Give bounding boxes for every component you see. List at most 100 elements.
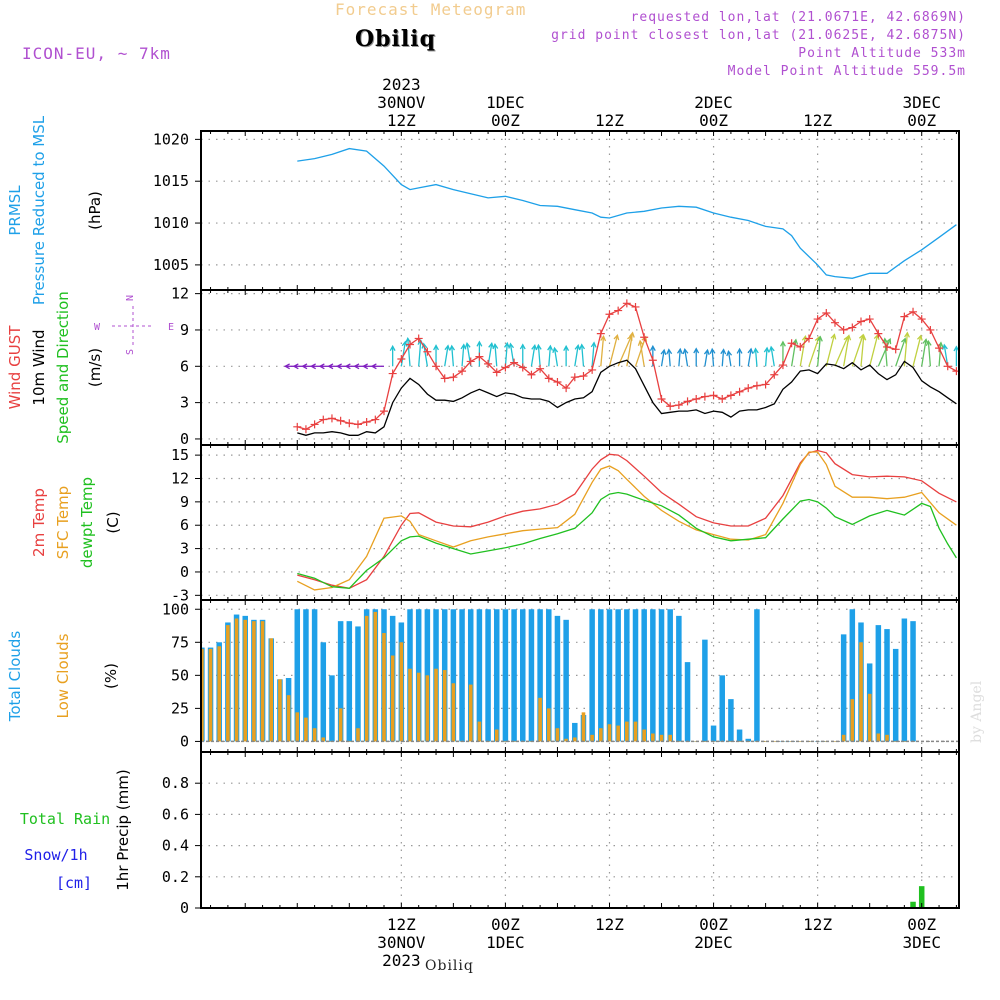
wind-arrow	[530, 345, 536, 367]
data-point	[353, 420, 362, 429]
wind-arrow	[608, 335, 619, 367]
wind-arrowhead	[444, 344, 451, 351]
plot-area	[201, 600, 959, 752]
wind-arrowhead	[309, 363, 316, 370]
time-label-bottom: 12Z	[387, 915, 416, 934]
series-line	[297, 359, 957, 436]
data-point	[700, 392, 709, 401]
data-point	[301, 425, 310, 434]
wind-arrowhead	[283, 363, 290, 370]
chart-title: Forecast Meteogram	[335, 0, 527, 19]
data-point	[822, 309, 831, 318]
data-point	[744, 384, 753, 393]
time-label-bottom: 30NOV	[377, 933, 426, 952]
y-tick-label: 50	[171, 666, 189, 684]
bar	[772, 741, 777, 742]
wind-arrow	[494, 344, 498, 367]
y-tick-label: 0	[180, 732, 189, 750]
legend-snow-unit: [cm]	[56, 874, 92, 892]
series-line	[297, 449, 957, 589]
wind-arrowhead	[901, 337, 907, 344]
bar	[382, 633, 386, 742]
data-point	[761, 380, 770, 389]
axis-label: SFC Temp	[54, 486, 72, 559]
data-point	[466, 357, 475, 366]
time-label-top: 00Z	[699, 111, 728, 130]
time-label-top: 12Z	[387, 111, 416, 130]
bar	[684, 662, 691, 742]
bar	[467, 609, 474, 742]
plot-area	[201, 131, 959, 290]
bar	[840, 634, 847, 742]
axis-label: 1hr Precip (mm)	[114, 769, 132, 890]
wind-arrowhead	[916, 334, 923, 341]
data-point	[319, 415, 328, 424]
bar	[269, 638, 274, 742]
bar	[355, 626, 361, 742]
bar	[607, 724, 612, 742]
axis-label: (hPa)	[86, 191, 104, 230]
data-point	[327, 414, 336, 423]
data-point	[397, 355, 406, 364]
bar	[754, 609, 760, 742]
wind-arrowhead	[792, 338, 799, 345]
bar	[312, 728, 317, 742]
time-label-bottom: 2DEC	[694, 933, 733, 952]
y-tick-label: 6	[180, 357, 189, 375]
wind-arrow	[711, 349, 715, 367]
data-point	[900, 312, 909, 321]
wind-arrow	[903, 332, 909, 367]
data-point	[709, 391, 718, 400]
data-point	[440, 374, 449, 383]
bar	[252, 621, 256, 742]
bar	[572, 722, 578, 742]
wind-arrowhead	[925, 339, 932, 347]
data-point	[475, 352, 484, 361]
wind-arrowhead	[860, 334, 867, 341]
bar	[502, 609, 509, 742]
bar	[364, 615, 369, 742]
bar	[338, 708, 343, 742]
watermark: by Angel	[969, 680, 985, 743]
wind-arrow	[869, 334, 879, 367]
bar	[408, 668, 412, 742]
axis-label: 2m Temp	[30, 488, 48, 557]
axis-label: 10m Wind	[30, 329, 48, 405]
data-point	[596, 329, 605, 338]
wind-arrowhead	[942, 343, 948, 350]
bar	[590, 734, 594, 742]
bar	[554, 615, 561, 742]
y-tick-label: 0.2	[162, 868, 189, 886]
time-label-bottom: 2023	[382, 951, 421, 970]
bar	[346, 621, 353, 742]
wind-arrowhead	[720, 348, 727, 355]
bar	[528, 609, 535, 742]
time-label-bottom: 00Z	[907, 915, 936, 934]
bar	[641, 609, 647, 742]
wind-arrow	[764, 347, 768, 367]
wind-arrow	[451, 345, 455, 367]
wind-arrowhead	[476, 340, 483, 347]
bar	[849, 609, 856, 742]
bar	[667, 609, 673, 742]
bar	[902, 741, 907, 742]
bar	[918, 886, 925, 908]
bar	[311, 609, 318, 742]
wind-arrow	[553, 348, 559, 367]
bar	[892, 648, 899, 742]
axis-label: Total Clouds	[6, 631, 24, 723]
bar	[217, 646, 222, 742]
bar	[745, 738, 752, 742]
y-tick-label: 12	[171, 469, 189, 487]
data-point	[293, 422, 302, 431]
data-point	[640, 333, 649, 342]
data-point	[796, 342, 805, 351]
data-point	[492, 368, 501, 377]
data-point	[614, 306, 623, 315]
point-altitude: Point Altitude 533m	[798, 46, 966, 61]
footer-location: Obiliq	[425, 958, 474, 974]
time-label-bottom: 12Z	[595, 915, 624, 934]
model-name: ICON-EU, ~ 7km	[22, 44, 171, 63]
bar	[477, 721, 482, 742]
data-point	[345, 419, 354, 428]
